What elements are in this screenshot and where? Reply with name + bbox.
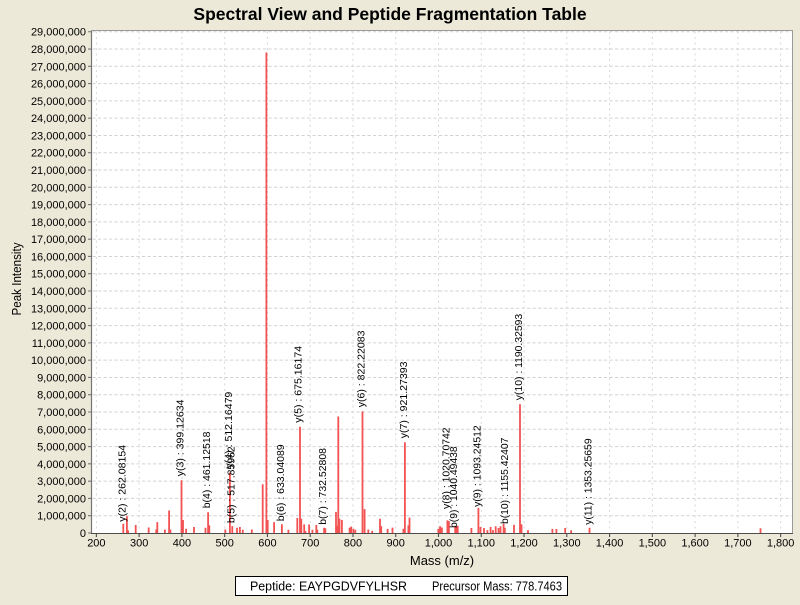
svg-text:1,500: 1,500 — [639, 538, 667, 550]
svg-text:1,300: 1,300 — [553, 538, 581, 550]
svg-text:Spectral View and Peptide Frag: Spectral View and Peptide Fragmentation … — [193, 4, 586, 24]
svg-text:4,000,000: 4,000,000 — [37, 459, 86, 471]
svg-text:23,000,000: 23,000,000 — [31, 130, 86, 142]
svg-text:15,000,000: 15,000,000 — [31, 269, 86, 281]
svg-text:17,000,000: 17,000,000 — [31, 234, 86, 246]
svg-text:27,000,000: 27,000,000 — [31, 61, 86, 73]
svg-text:Peptide: EAYPGDVFYLHSR: Peptide: EAYPGDVFYLHSR — [250, 579, 407, 594]
svg-text:900: 900 — [387, 538, 405, 550]
svg-text:y(11) : 1353.25659: y(11) : 1353.25659 — [584, 438, 595, 525]
svg-text:700: 700 — [301, 538, 319, 550]
svg-text:18,000,000: 18,000,000 — [31, 217, 86, 229]
svg-text:26,000,000: 26,000,000 — [31, 79, 86, 91]
svg-text:6,000,000: 6,000,000 — [37, 424, 86, 436]
svg-text:y(4) : 512.16479: y(4) : 512.16479 — [224, 391, 235, 468]
svg-text:b(10) : 1155.42407: b(10) : 1155.42407 — [500, 437, 511, 524]
svg-text:2,000,000: 2,000,000 — [37, 493, 86, 505]
svg-text:200: 200 — [87, 538, 105, 550]
svg-text:7,000,000: 7,000,000 — [37, 407, 86, 419]
svg-text:21,000,000: 21,000,000 — [31, 165, 86, 177]
svg-text:500: 500 — [216, 538, 234, 550]
svg-text:8,000,000: 8,000,000 — [37, 390, 86, 402]
svg-text:1,700: 1,700 — [724, 538, 752, 550]
svg-text:1,200: 1,200 — [510, 538, 538, 550]
svg-text:400: 400 — [173, 538, 191, 550]
svg-text:29,000,000: 29,000,000 — [31, 27, 86, 39]
svg-text:800: 800 — [344, 538, 362, 550]
svg-text:y(2) : 262.08154: y(2) : 262.08154 — [117, 444, 128, 521]
svg-text:y(3) : 399.12634: y(3) : 399.12634 — [176, 399, 187, 476]
svg-text:28,000,000: 28,000,000 — [31, 44, 86, 56]
svg-text:9,000,000: 9,000,000 — [37, 372, 86, 384]
svg-text:14,000,000: 14,000,000 — [31, 286, 86, 298]
svg-text:Precursor Mass: 778.7463: Precursor Mass: 778.7463 — [432, 579, 562, 594]
svg-text:b(7) : 732.52808: b(7) : 732.52808 — [318, 448, 329, 525]
svg-text:y(9) : 1093.24512: y(9) : 1093.24512 — [472, 425, 483, 507]
svg-text:1,000,000: 1,000,000 — [37, 511, 86, 523]
svg-text:22,000,000: 22,000,000 — [31, 148, 86, 160]
svg-text:y(10) : 1190.32593: y(10) : 1190.32593 — [514, 313, 525, 400]
svg-text:20,000,000: 20,000,000 — [31, 182, 86, 194]
svg-text:y(8) : 1020.70742: y(8) : 1020.70742 — [442, 427, 453, 509]
svg-text:11,000,000: 11,000,000 — [32, 338, 86, 350]
svg-text:1,000: 1,000 — [425, 538, 453, 550]
svg-text:1,100: 1,100 — [468, 538, 496, 550]
svg-text:25,000,000: 25,000,000 — [31, 96, 86, 108]
svg-text:10,000,000: 10,000,000 — [31, 355, 86, 367]
svg-text:5,000,000: 5,000,000 — [37, 442, 86, 454]
svg-text:19,000,000: 19,000,000 — [31, 200, 86, 212]
svg-text:300: 300 — [130, 538, 148, 550]
svg-text:600: 600 — [258, 538, 276, 550]
svg-text:24,000,000: 24,000,000 — [31, 113, 86, 125]
svg-text:12,000,000: 12,000,000 — [31, 321, 86, 333]
svg-text:b(6) : 633.04089: b(6) : 633.04089 — [276, 444, 287, 521]
svg-text:y(6) : 822.22083: y(6) : 822.22083 — [357, 330, 368, 407]
svg-text:b(4) : 461.12518: b(4) : 461.12518 — [202, 431, 213, 508]
svg-text:1,800: 1,800 — [767, 538, 795, 550]
svg-text:b(9) : 1040.49438: b(9) : 1040.49438 — [449, 446, 460, 528]
svg-text:b(5) : 517.85962: b(5) : 517.85962 — [226, 446, 237, 523]
svg-text:Peak Intensity: Peak Intensity — [9, 242, 24, 315]
svg-text:1,400: 1,400 — [596, 538, 624, 550]
svg-text:16,000,000: 16,000,000 — [31, 251, 86, 263]
svg-text:13,000,000: 13,000,000 — [31, 303, 86, 315]
svg-text:Mass (m/z): Mass (m/z) — [410, 553, 474, 568]
svg-text:y(5) : 675.16174: y(5) : 675.16174 — [294, 345, 305, 422]
svg-text:y(7) : 921.27393: y(7) : 921.27393 — [399, 361, 410, 438]
svg-text:3,000,000: 3,000,000 — [37, 476, 86, 488]
svg-text:0: 0 — [80, 528, 86, 540]
svg-text:1,600: 1,600 — [681, 538, 709, 550]
